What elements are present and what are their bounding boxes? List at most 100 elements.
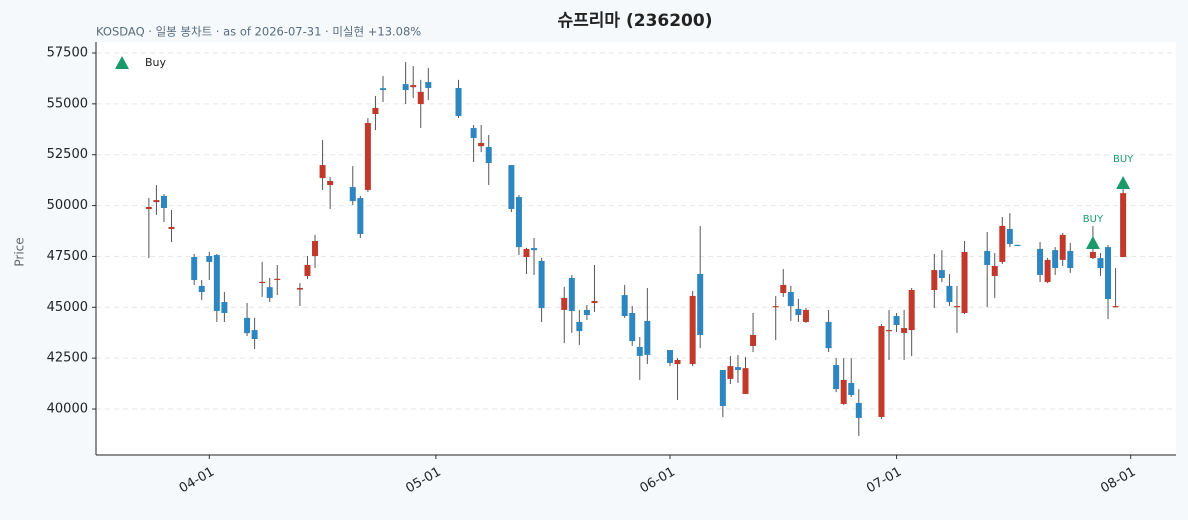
candle-body — [629, 312, 636, 342]
candle-body — [734, 367, 741, 370]
candle-body — [455, 87, 462, 117]
y-tick-label: 57500 — [47, 45, 88, 60]
candle-body — [1112, 306, 1119, 308]
candle-body — [198, 285, 205, 293]
candle-body — [644, 320, 651, 355]
candle-body — [848, 382, 855, 395]
candle-body — [1097, 258, 1104, 269]
x-tick-label: 04-01 — [177, 465, 217, 497]
candle-body — [908, 290, 915, 331]
candle-body — [1120, 193, 1127, 258]
candle-body — [1014, 244, 1021, 247]
candle-body — [1044, 259, 1051, 283]
y-tick-label: 52500 — [47, 147, 88, 162]
y-tick-label: 45000 — [47, 300, 88, 315]
candle-body — [931, 270, 938, 291]
chart-subtitle: KOSDAQ · 일봉 봉차트 · as of 2026-07-31 · 미실현… — [96, 25, 421, 39]
candle-body — [697, 273, 704, 335]
candle-body — [1105, 247, 1112, 299]
candle-body — [666, 350, 673, 364]
candle-body — [787, 292, 794, 307]
candle-body — [402, 84, 409, 91]
candle-body — [591, 300, 598, 304]
candle-body — [991, 265, 998, 276]
candle-body — [772, 306, 779, 308]
candle-body — [357, 198, 364, 235]
buy-label: BUY — [1113, 154, 1134, 165]
candle-body — [221, 302, 228, 313]
candle-body — [893, 316, 900, 325]
candle-body — [999, 225, 1006, 262]
candle-body — [304, 264, 311, 276]
candle-body — [953, 306, 960, 308]
candle-body — [901, 328, 908, 333]
candle-body — [364, 122, 371, 190]
candle-body — [312, 240, 319, 257]
candle-body — [319, 165, 326, 179]
plot-area — [96, 42, 1176, 455]
candle-body — [878, 326, 885, 417]
y-tick-label: 55000 — [47, 96, 88, 111]
y-tick-label: 50000 — [47, 198, 88, 213]
candle-body — [153, 200, 160, 203]
candle-body — [145, 206, 152, 210]
candle-body — [961, 251, 968, 313]
candle-body — [160, 196, 167, 209]
x-tick-label: 06-01 — [638, 465, 678, 497]
candle-body — [727, 366, 734, 379]
candle-body — [833, 365, 840, 390]
candle-body — [327, 180, 334, 186]
buy-label: BUY — [1083, 214, 1104, 225]
candle-body — [410, 85, 417, 88]
candle-body — [1059, 234, 1066, 260]
candle-body — [349, 187, 356, 202]
buy-marker — [1085, 236, 1100, 250]
candle-body — [742, 368, 749, 394]
candle-body — [470, 128, 477, 139]
candle-body — [780, 284, 787, 294]
x-tick-label: 05-01 — [403, 465, 443, 497]
legend-label: Buy — [145, 56, 167, 69]
candle-body — [825, 321, 832, 349]
candle-body — [802, 309, 809, 322]
candle-body — [417, 91, 424, 105]
candle-body — [583, 309, 590, 316]
y-tick-label: 47500 — [47, 249, 88, 264]
legend-marker — [115, 56, 129, 69]
candle-body — [750, 334, 757, 346]
candle-body — [984, 250, 991, 265]
x-tick-label: 07-01 — [864, 465, 904, 497]
candle-body — [508, 165, 515, 210]
y-axis-label: Price — [13, 237, 27, 266]
candle-body — [1067, 250, 1074, 269]
candle-body — [1037, 248, 1044, 275]
candle-body — [938, 270, 945, 278]
candle-body — [478, 142, 485, 147]
x-tick-label: 08-01 — [1098, 465, 1138, 497]
candle-body — [191, 257, 198, 281]
candle-body — [621, 295, 628, 317]
candle-body — [719, 369, 726, 406]
candle-body — [251, 330, 258, 340]
candle-body — [523, 248, 530, 258]
candle-body — [531, 248, 538, 251]
candle-body — [206, 256, 213, 262]
candle-body — [1052, 250, 1059, 269]
candle-body — [886, 330, 893, 332]
candle-body — [244, 317, 251, 334]
candle-body — [855, 402, 862, 418]
candle-body — [266, 287, 273, 298]
candle-body — [538, 260, 545, 309]
y-tick-label: 40000 — [47, 402, 88, 417]
candle-body — [840, 379, 847, 404]
candle-body — [213, 255, 220, 311]
candle-body — [946, 285, 953, 303]
candle-body — [1006, 228, 1013, 245]
candle-body — [274, 278, 281, 281]
candle-body — [689, 295, 696, 365]
candle-body — [561, 297, 568, 310]
chart-title: 슈프리마 (236200) — [558, 11, 713, 31]
y-tick-label: 42500 — [47, 351, 88, 366]
candle-body — [1089, 251, 1096, 259]
